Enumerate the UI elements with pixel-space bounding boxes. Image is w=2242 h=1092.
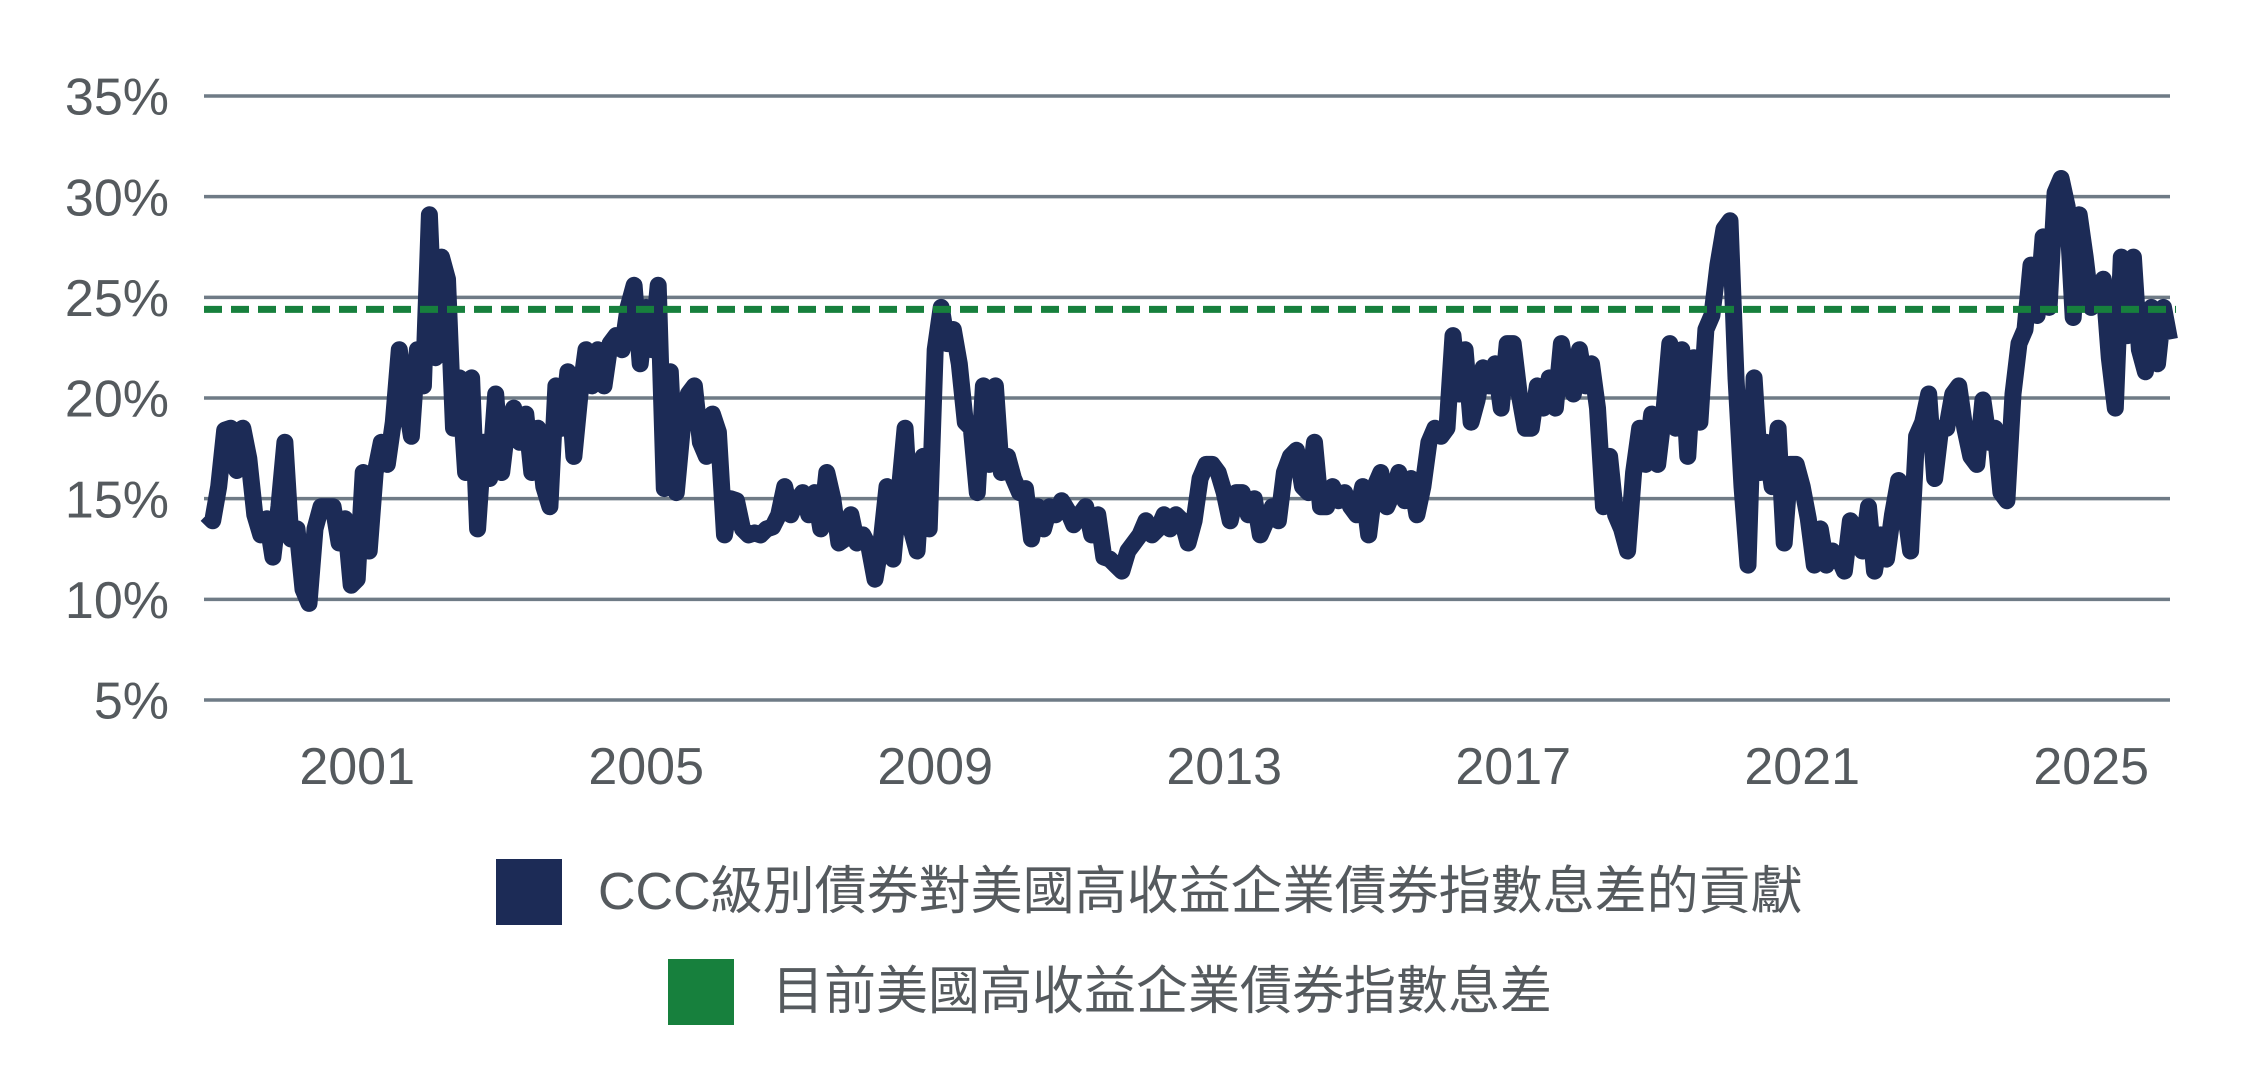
y-tick-label: 15% [65, 471, 169, 529]
y-tick-label: 10% [65, 572, 169, 630]
x-tick-label: 2001 [299, 738, 415, 796]
y-axis-labels: 35% 30% 25% 20% 15% 10% 5% [65, 69, 169, 731]
y-tick-label: 5% [94, 673, 169, 731]
legend-label-ccc-contribution: CCC級別債券對美國高收益企業債券指數息差的貢獻 [598, 863, 1803, 921]
x-tick-label: 2005 [588, 738, 704, 796]
x-axis-labels: 2001 2005 2009 2013 2017 2021 2025 [299, 738, 2149, 796]
x-tick-label: 2021 [1744, 738, 1860, 796]
y-tick-label: 25% [65, 270, 169, 328]
series-line-ccc-contribution [200, 170, 2178, 612]
series-layer [200, 170, 2178, 612]
y-tick-label: 30% [65, 169, 169, 227]
x-tick-label: 2017 [1455, 738, 1571, 796]
legend-swatch-green [668, 959, 734, 1025]
gridlines [204, 94, 2170, 702]
legend-item-current-spread: 目前美國高收益企業債券指數息差 [668, 959, 1552, 1025]
y-tick-label: 20% [65, 371, 169, 429]
x-tick-label: 2013 [1166, 738, 1282, 796]
legend-item-ccc-contribution: CCC級別債券對美國高收益企業債券指數息差的貢獻 [496, 859, 1803, 925]
x-tick-label: 2009 [877, 738, 993, 796]
y-tick-label: 35% [65, 69, 169, 127]
x-tick-label: 2025 [2033, 738, 2149, 796]
legend-label-current-spread: 目前美國高收益企業債券指數息差 [772, 963, 1553, 1021]
legend-swatch-navy [496, 859, 562, 925]
